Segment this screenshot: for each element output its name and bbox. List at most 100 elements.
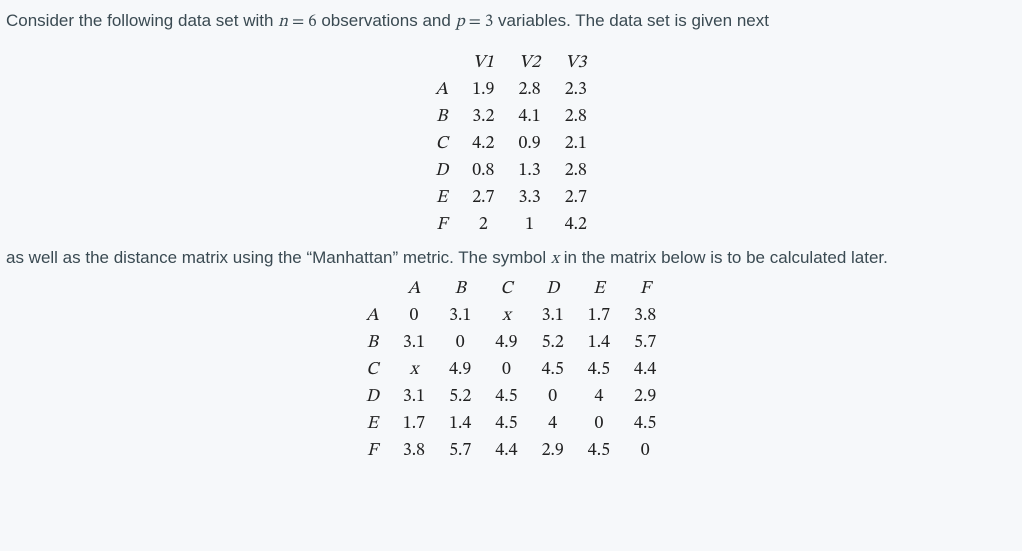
table-row: C 4.2 0.9 2.1 (423, 131, 599, 158)
cell-x: x (391, 357, 437, 384)
cell: 4.2 (553, 212, 599, 239)
table-row: B 3.1 0 4.9 5.2 1.4 5.7 (354, 330, 669, 357)
cell: 4.2 (460, 131, 506, 158)
cell: 0 (530, 384, 576, 411)
cell: 3.1 (437, 303, 483, 330)
cell: 0 (437, 330, 483, 357)
data-table: V1 V2 V3 A 1.9 2.8 2.3 B 3.2 4.1 2.8 C 4… (423, 50, 599, 239)
table-row: F 3.8 5.7 4.4 2.9 4.5 0 (354, 438, 669, 465)
cell: 3.1 (391, 384, 437, 411)
cell: 3.1 (530, 303, 576, 330)
mid-line: as well as the distance matrix using the… (6, 245, 1016, 273)
row-label: B (354, 330, 391, 357)
col-header: V3 (553, 50, 599, 77)
cell: 1.7 (391, 411, 437, 438)
row-label: B (423, 104, 460, 131)
intro-prefix: Consider the following data set with (6, 11, 278, 30)
cell: 4.5 (576, 438, 622, 465)
cell: 3.8 (622, 303, 668, 330)
table-row: D 3.1 5.2 4.5 0 4 2.9 (354, 384, 669, 411)
row-label: F (423, 212, 460, 239)
question-body: Consider the following data set with n =… (0, 0, 1022, 479)
row-label: D (423, 158, 460, 185)
table-header-row: V1 V2 V3 (423, 50, 599, 77)
cell: 4.5 (530, 357, 576, 384)
cell: 0.8 (460, 158, 506, 185)
cell: 4.5 (576, 357, 622, 384)
cell: 5.7 (437, 438, 483, 465)
col-header: V1 (460, 50, 506, 77)
cell: 4.4 (483, 438, 529, 465)
cell: 2.8 (553, 104, 599, 131)
mid-suffix: in the matrix below is to be calculated … (559, 248, 888, 267)
col-header: D (530, 276, 576, 303)
table-row: C x 4.9 0 4.5 4.5 4.4 (354, 357, 669, 384)
cell: 3.2 (460, 104, 506, 131)
col-header: A (391, 276, 437, 303)
cell: 5.2 (530, 330, 576, 357)
cell: 2.3 (553, 77, 599, 104)
cell: 4.5 (483, 384, 529, 411)
row-label: D (354, 384, 391, 411)
cell: 2.7 (460, 185, 506, 212)
dist-table-wrap: A B C D E F A 0 3.1 x 3.1 1.7 3.8 B 3.1 … (6, 276, 1016, 465)
table-row: D 0.8 1.3 2.8 (423, 158, 599, 185)
table-header-row: A B C D E F (354, 276, 669, 303)
table-row: F 2 1 4.2 (423, 212, 599, 239)
cell: 5.7 (622, 330, 668, 357)
row-label: C (423, 131, 460, 158)
cell: 3.1 (391, 330, 437, 357)
data-table-wrap: V1 V2 V3 A 1.9 2.8 2.3 B 3.2 4.1 2.8 C 4… (6, 50, 1016, 239)
mid-prefix: as well as the distance matrix using the… (6, 248, 551, 267)
cell: 3.8 (391, 438, 437, 465)
cell: 4 (576, 384, 622, 411)
cell: 4.9 (483, 330, 529, 357)
cell: 4.9 (437, 357, 483, 384)
cell: 2.9 (530, 438, 576, 465)
val-n: 6 (308, 14, 316, 31)
cell: 2 (460, 212, 506, 239)
cell: 1.4 (576, 330, 622, 357)
eq-2: = (465, 14, 485, 31)
col-header: C (483, 276, 529, 303)
cell: 2.8 (506, 77, 552, 104)
cell: 1.9 (460, 77, 506, 104)
var-p: p (456, 14, 465, 31)
cell: 5.2 (437, 384, 483, 411)
row-label: A (354, 303, 391, 330)
cell: 4.5 (622, 411, 668, 438)
row-label: A (423, 77, 460, 104)
cell: 2.7 (553, 185, 599, 212)
row-label: F (354, 438, 391, 465)
table-row: A 0 3.1 x 3.1 1.7 3.8 (354, 303, 669, 330)
cell: 0 (622, 438, 668, 465)
cell: 1.4 (437, 411, 483, 438)
cell: 4.4 (622, 357, 668, 384)
eq-1: = (288, 14, 308, 31)
cell: 0 (391, 303, 437, 330)
intro-suffix: variables. The data set is given next (493, 11, 769, 30)
intro-line: Consider the following data set with n =… (6, 8, 1016, 36)
cell: 1.7 (576, 303, 622, 330)
cell: 2.9 (622, 384, 668, 411)
col-header: B (437, 276, 483, 303)
cell: 2.8 (553, 158, 599, 185)
cell: 4.1 (506, 104, 552, 131)
distance-matrix-table: A B C D E F A 0 3.1 x 3.1 1.7 3.8 B 3.1 … (354, 276, 669, 465)
cell: 1 (506, 212, 552, 239)
cell: 4 (530, 411, 576, 438)
row-label: C (354, 357, 391, 384)
table-row: E 1.7 1.4 4.5 4 0 4.5 (354, 411, 669, 438)
col-header: V2 (506, 50, 552, 77)
col-header: F (622, 276, 668, 303)
var-n: n (278, 14, 288, 31)
cell-x: x (483, 303, 529, 330)
col-header: E (576, 276, 622, 303)
row-label: E (354, 411, 391, 438)
row-label: E (423, 185, 460, 212)
table-row: E 2.7 3.3 2.7 (423, 185, 599, 212)
symbol-x: x (551, 251, 559, 268)
cell: 1.3 (506, 158, 552, 185)
intro-mid: observations and (317, 11, 456, 30)
cell: 3.3 (506, 185, 552, 212)
